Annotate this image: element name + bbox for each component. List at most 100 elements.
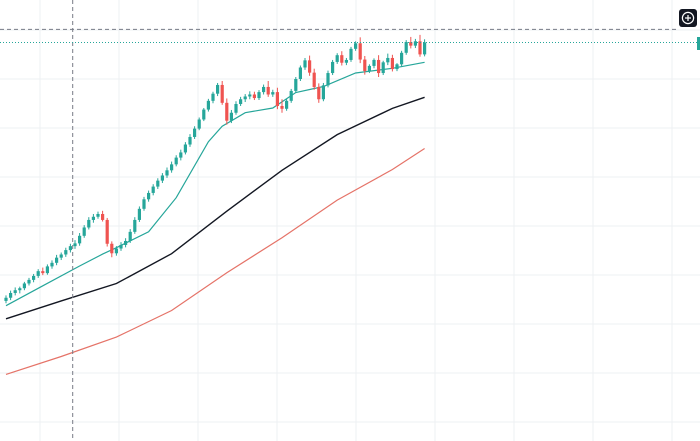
candle-body	[275, 92, 279, 106]
candle	[400, 50, 404, 67]
candle-body	[206, 100, 210, 110]
candle	[87, 217, 91, 230]
candle-body	[137, 208, 141, 220]
candle	[183, 142, 187, 155]
candle-body	[377, 59, 381, 74]
candle-body	[229, 112, 233, 121]
candle	[395, 63, 399, 72]
candle	[156, 178, 160, 189]
candle	[344, 57, 348, 66]
candle-body	[395, 64, 399, 70]
candle-body	[358, 43, 362, 60]
moving-average-line	[5, 96, 425, 320]
candle-body	[216, 84, 220, 94]
candle	[73, 240, 77, 249]
candle-body	[234, 104, 238, 113]
candle-body	[344, 59, 348, 63]
candle-body	[321, 85, 325, 100]
candle-body	[202, 109, 206, 120]
candle-body	[390, 57, 394, 70]
candle	[409, 36, 413, 49]
candle-body	[266, 86, 270, 95]
moving-average-line	[5, 147, 425, 375]
candle-body	[285, 100, 289, 109]
candle	[82, 225, 86, 238]
candle-body	[257, 92, 261, 99]
candle-body	[9, 292, 13, 298]
candle	[363, 55, 367, 75]
candle	[50, 260, 54, 269]
candle	[78, 233, 82, 246]
candle	[280, 99, 284, 113]
candle	[216, 82, 220, 97]
candle-body	[160, 175, 164, 181]
candle	[59, 252, 63, 261]
candle	[160, 173, 164, 184]
candle	[105, 217, 109, 247]
candle-body	[91, 216, 95, 220]
candle	[294, 77, 298, 93]
candle-body	[174, 157, 178, 165]
candle-body	[312, 72, 316, 87]
candle-body	[59, 254, 63, 258]
candle-body	[18, 288, 22, 291]
candle-body	[179, 152, 183, 158]
candle-body	[248, 94, 252, 97]
candle	[9, 290, 13, 301]
candle-body	[50, 262, 54, 267]
candle	[243, 94, 247, 103]
candle-body	[220, 84, 224, 103]
candle-body	[303, 60, 307, 68]
candle-body	[119, 244, 123, 249]
candle-body	[211, 93, 215, 101]
candle-body	[340, 55, 344, 63]
candle	[289, 88, 293, 103]
moving-average-line	[5, 61, 425, 307]
candle	[248, 91, 252, 100]
candle-body	[114, 248, 118, 254]
candle	[386, 53, 390, 66]
candle-body	[331, 61, 335, 74]
candle	[349, 46, 353, 62]
candle-body	[363, 59, 367, 72]
candle-body	[335, 55, 339, 62]
candle-body	[413, 41, 417, 46]
candle-body	[4, 297, 8, 301]
candle-body	[381, 62, 385, 74]
candle-body	[165, 170, 169, 176]
candle	[27, 277, 31, 286]
candle-body	[22, 283, 26, 289]
candle-body	[243, 96, 247, 100]
candle-body	[225, 102, 229, 121]
candle-body	[308, 60, 312, 73]
candle	[202, 107, 206, 122]
candle-body	[147, 192, 151, 200]
candle	[119, 242, 123, 251]
candle-body	[193, 128, 197, 137]
candle	[317, 83, 321, 103]
candle-body	[142, 199, 146, 209]
candle-body	[78, 235, 82, 244]
candle-body	[271, 92, 275, 95]
candle-body	[294, 79, 298, 91]
add-indicator-button[interactable]	[679, 9, 697, 27]
candle-body	[27, 279, 31, 284]
candle	[335, 53, 339, 64]
candle	[303, 57, 307, 70]
candle	[124, 238, 128, 248]
candle-body	[188, 136, 192, 145]
candle	[147, 190, 151, 202]
candle	[32, 273, 36, 283]
candle-body	[262, 86, 266, 93]
candle	[133, 217, 137, 234]
candle	[4, 295, 8, 304]
candle	[91, 213, 95, 223]
candle	[404, 40, 408, 55]
candle	[358, 37, 362, 64]
candle-body	[349, 48, 353, 60]
candle-body	[386, 57, 390, 63]
candle	[64, 247, 68, 257]
candle-body	[197, 119, 201, 129]
